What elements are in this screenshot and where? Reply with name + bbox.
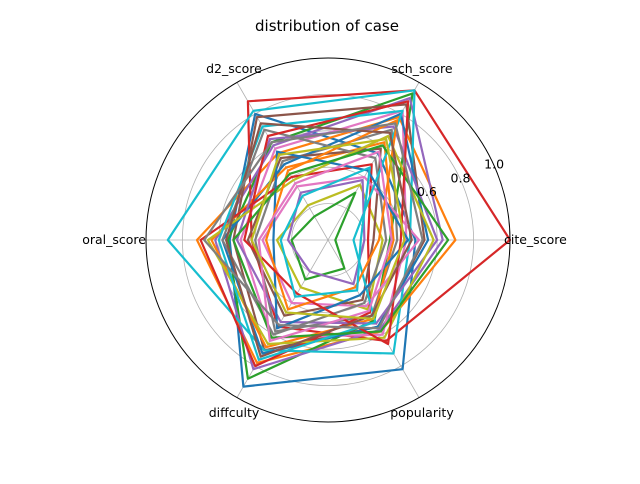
series-lines bbox=[166, 89, 512, 388]
chart-title: distribution of case bbox=[255, 17, 399, 35]
series-line-21 bbox=[265, 119, 399, 311]
series-line-25 bbox=[225, 122, 413, 358]
series-line-15 bbox=[246, 147, 382, 317]
series-line-19 bbox=[217, 109, 404, 361]
series-line-28 bbox=[250, 138, 406, 320]
series-line-17 bbox=[221, 128, 388, 336]
polar-frame bbox=[145, 57, 511, 423]
series-line-8 bbox=[275, 183, 384, 311]
axis-label-sch_score: sch_score bbox=[391, 61, 452, 76]
series-line-22 bbox=[232, 144, 450, 339]
series-line-0 bbox=[228, 112, 417, 388]
series-line-23 bbox=[243, 100, 410, 346]
axis-label-oral_score: oral_score bbox=[82, 232, 146, 247]
series-line-18 bbox=[206, 134, 435, 346]
series-line-27 bbox=[203, 122, 424, 330]
series-line-12 bbox=[290, 191, 357, 281]
series-line-16 bbox=[261, 175, 421, 308]
grid-spoke-diffculty bbox=[236, 239, 329, 398]
axis-label-popularity: popularity bbox=[390, 405, 454, 420]
r-tick-label-3: 0.8 bbox=[451, 170, 471, 185]
radial-tick-labels: 0.6 0.8 1.0 bbox=[417, 156, 504, 199]
series-line-24 bbox=[286, 179, 366, 286]
axis-label-diffculty: diffculty bbox=[209, 405, 260, 420]
series-line-29 bbox=[279, 166, 371, 298]
axis-label-d2_score: d2_score bbox=[206, 61, 262, 76]
grid-spoke-sch_score bbox=[327, 82, 420, 241]
series-line-14 bbox=[235, 125, 439, 325]
series-line-26 bbox=[257, 150, 393, 342]
series-line-13 bbox=[199, 163, 373, 368]
series-line-4 bbox=[214, 96, 444, 371]
axis-label-cite_score: cite_score bbox=[504, 232, 567, 247]
axis-labels: cite_score sch_score d2_score oral_scoredif… bbox=[82, 61, 567, 420]
series-line-20 bbox=[272, 150, 410, 330]
r-tick-label-2: 0.6 bbox=[417, 184, 437, 199]
outer-frame bbox=[145, 57, 511, 423]
r-tick-label-4: 1.0 bbox=[484, 156, 504, 171]
series-line-9 bbox=[166, 89, 416, 355]
